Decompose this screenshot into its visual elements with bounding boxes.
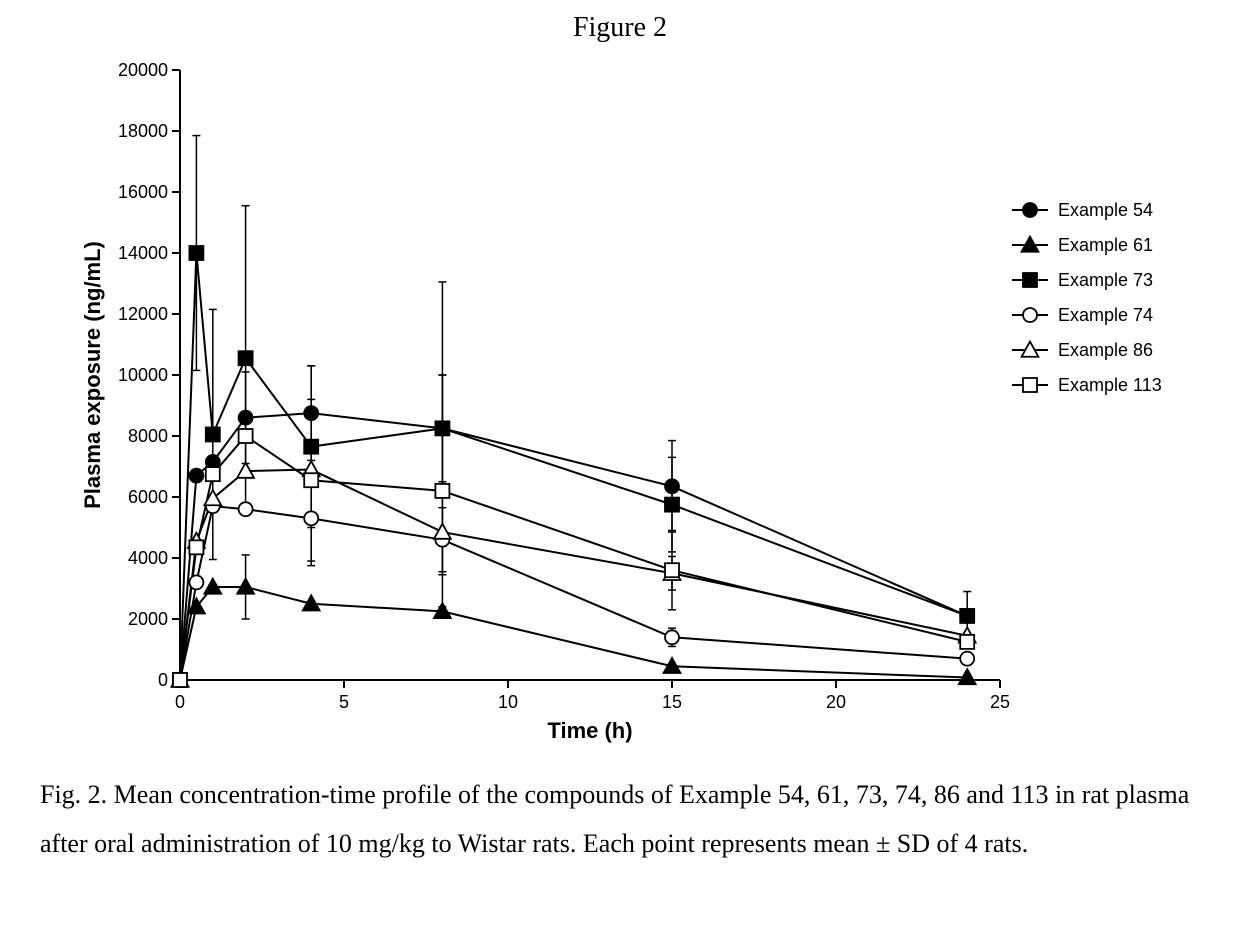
series-line-ex86 (180, 470, 967, 680)
legend-label-ex86: Example 86 (1058, 340, 1153, 360)
series-line-ex61 (180, 587, 967, 680)
y-tick-label: 8000 (128, 426, 168, 446)
plasma-exposure-chart: 0 2000 4000 6000 8000 10000 12000 14000 16000 180… (60, 50, 1180, 750)
legend-label-ex74: Example 74 (1058, 305, 1153, 325)
x-tick-label: 0 (175, 692, 185, 712)
x-tick-label: 20 (826, 692, 846, 712)
y-tick-label: 4000 (128, 548, 168, 568)
x-tick-label: 25 (990, 692, 1010, 712)
y-tick-label: 2000 (128, 609, 168, 629)
figure-caption: Fig. 2. Mean concentration-time profile … (40, 770, 1200, 869)
legend-label-ex113: Example 113 (1058, 375, 1162, 395)
series-line-ex74 (180, 506, 967, 680)
y-axis-label: Plasma exposure (ng/mL) (80, 241, 105, 509)
figure-title: Figure 2 (0, 12, 1240, 44)
x-axis-label: Time (h) (547, 718, 632, 743)
legend-label-ex54: Example 54 (1058, 200, 1153, 220)
y-tick-label: 0 (158, 670, 168, 690)
y-tick-label: 16000 (118, 182, 168, 202)
figure-page: { "figure": { "title": "Figure 2", "capt… (0, 0, 1240, 934)
y-tick-label: 14000 (118, 243, 168, 263)
y-tick-label: 10000 (118, 365, 168, 385)
legend-label-ex73: Example 73 (1058, 270, 1153, 290)
chart-container: 0 2000 4000 6000 8000 10000 12000 14000 16000 180… (60, 50, 1180, 750)
y-tick-label: 12000 (118, 304, 168, 324)
y-tick-label: 6000 (128, 487, 168, 507)
series-line-ex73 (180, 253, 967, 680)
x-tick-label: 5 (339, 692, 349, 712)
x-tick-label: 10 (498, 692, 518, 712)
series-line-ex54 (180, 413, 967, 680)
legend-label-ex61: Example 61 (1058, 235, 1153, 255)
y-tick-label: 20000 (118, 60, 168, 80)
y-tick-label: 18000 (118, 121, 168, 141)
x-tick-label: 15 (662, 692, 682, 712)
